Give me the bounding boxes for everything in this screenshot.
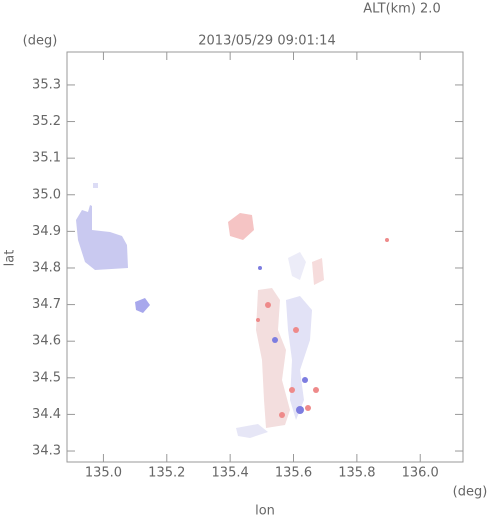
y-unit: (deg): [23, 34, 58, 49]
echo-red: [385, 238, 389, 242]
y-tick-label: 34.7: [32, 297, 61, 312]
echo-blue: [258, 266, 262, 270]
echo-blue: [135, 298, 150, 313]
y-tick-label: 34.3: [32, 444, 61, 459]
x-axis-label: lon: [255, 504, 275, 519]
x-tick-label: 135.8: [338, 466, 375, 481]
echo-blue: [272, 337, 278, 343]
echo-red: [256, 318, 260, 322]
y-tick-label: 34.6: [32, 334, 61, 349]
chart-subtitle: ALT(km) 2.0: [363, 2, 440, 17]
echo-red: [305, 405, 311, 411]
echo-red: [289, 387, 295, 393]
x-tick-label: 135.0: [85, 466, 122, 481]
echo-blue: [76, 205, 128, 270]
echo-blue: [93, 183, 98, 188]
echo-red: [312, 258, 324, 285]
y-tick-label: 35.0: [32, 187, 61, 202]
echo-blue: [296, 406, 304, 414]
x-tick-label: 135.4: [212, 466, 249, 481]
echo-mixed: [288, 252, 306, 280]
echo-red: [265, 302, 271, 308]
x-tick-label: 136.0: [402, 466, 439, 481]
x-tick-label: 135.6: [275, 466, 312, 481]
radar-echoes: [76, 183, 389, 438]
echo-red: [293, 327, 299, 333]
echo-mixed: [236, 424, 268, 438]
x-tick-label: 135.2: [148, 466, 185, 481]
echo-red: [313, 387, 319, 393]
echo-mixed: [256, 288, 290, 428]
y-tick-label: 34.4: [32, 407, 61, 422]
y-tick-label: 35.1: [32, 151, 61, 166]
echo-red: [228, 213, 254, 240]
echo-mixed: [286, 296, 312, 420]
echo-red: [279, 412, 285, 418]
y-axis-label: lat: [3, 250, 18, 267]
echo-blue: [302, 377, 308, 383]
y-tick-label: 34.8: [32, 260, 61, 275]
y-tick-label: 34.9: [32, 224, 61, 239]
y-tick-label: 35.2: [32, 114, 61, 129]
y-tick-label: 34.5: [32, 370, 61, 385]
y-tick-label: 35.3: [32, 77, 61, 92]
plot-frame: [66, 51, 464, 463]
chart-title: 2013/05/29 09:01:14: [198, 34, 335, 49]
x-unit: (deg): [453, 485, 488, 500]
